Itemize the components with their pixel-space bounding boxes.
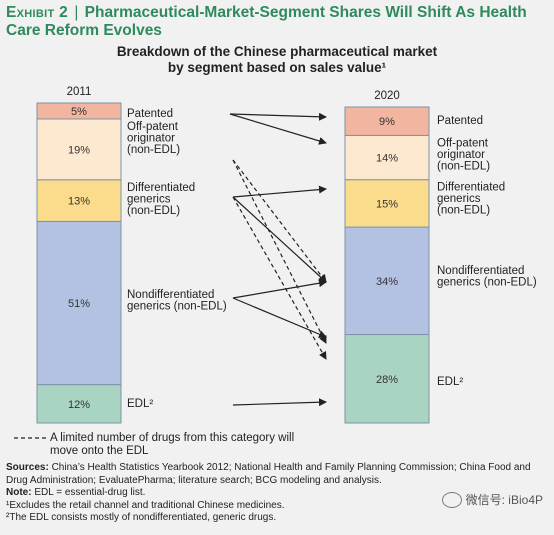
segment-label-2011-nondifferentiated-generics-non-edl: Nondifferentiated generics (non-EDL) bbox=[127, 289, 227, 313]
bar-segment-2020-off-patent-originator-non-edl bbox=[344, 134, 430, 181]
data-label-2020-differentiated-generics-non-edl: 15% bbox=[376, 198, 398, 210]
flow-arrow-differentiated-generics-non-edl-to-edl bbox=[232, 196, 327, 360]
bar-segment-2020-patented bbox=[344, 106, 430, 136]
data-label-2011-patented: 5% bbox=[71, 106, 87, 118]
footnote-2: ²The EDL consists mostly of nondifferent… bbox=[6, 512, 277, 524]
segment-label-2011-patented: Patented bbox=[127, 108, 173, 120]
segment-label-2020-nondifferentiated-generics-non-edl: Nondifferentiated generics (non-EDL) bbox=[437, 265, 537, 289]
note-line: Note: EDL = essential-drug list. bbox=[6, 487, 546, 500]
legend-note-text: A limited number of drugs from this cate… bbox=[50, 432, 295, 457]
segment-label-2020-off-patent-originator-non-edl: Off-patent originator (non-EDL) bbox=[437, 137, 490, 172]
flow-arrow-patented-to-patented bbox=[229, 112, 327, 121]
segment-label-2020-differentiated-generics-non-edl: Differentiated generics (non-EDL) bbox=[437, 182, 505, 217]
sources-line: Sources: China’s Health Statistics Yearb… bbox=[6, 462, 546, 487]
note-label: Note: bbox=[6, 487, 32, 499]
data-label-2020-edl: 28% bbox=[376, 374, 398, 386]
bar-segment-2020-differentiated-generics-non-edl bbox=[344, 179, 430, 228]
chart-title-line2: by segment based on sales value¹ bbox=[167, 60, 387, 75]
segment-label-2020-edl: EDL² bbox=[437, 376, 463, 388]
watermark-text: 微信号: iBio4P bbox=[465, 493, 543, 507]
flow-arrow-patented-to-off-patent-originator-non-edl bbox=[229, 113, 327, 145]
segment-label-2011-edl: EDL² bbox=[127, 398, 153, 410]
sources-label: Sources: bbox=[6, 462, 49, 473]
wechat-icon bbox=[441, 491, 462, 508]
flow-arrow-differentiated-generics-non-edl-to-nondifferentiated-generics-non-edl bbox=[232, 196, 327, 283]
data-label-2011-nondifferentiated-generics-non-edl: 51% bbox=[68, 298, 90, 310]
year-label-2011: 2011 bbox=[67, 86, 92, 98]
data-label-2011-differentiated-generics-non-edl: 13% bbox=[68, 196, 90, 208]
exhibit-title-text: Pharmaceutical-Market-Segment Shares Wil… bbox=[6, 4, 527, 39]
data-label-2011-off-patent-originator-non-edl: 19% bbox=[68, 144, 90, 156]
bar-segment-2011-nondifferentiated-generics-non-edl bbox=[36, 220, 122, 386]
note-text: EDL = essential-drug list. bbox=[31, 487, 146, 499]
data-label-2011-edl: 12% bbox=[68, 399, 90, 411]
exhibit-title: Exhibit 2 | Pharmaceutical-Market-Segmen… bbox=[6, 4, 546, 40]
bar-segment-2020-edl bbox=[344, 334, 430, 424]
chart-title-line1: Breakdown of the Chinese pharmaceutical … bbox=[116, 44, 438, 59]
data-label-2020-patented: 9% bbox=[379, 116, 395, 128]
exhibit-tag: Exhibit 2 bbox=[6, 4, 69, 21]
footer: Sources: China’s Health Statistics Yearb… bbox=[6, 462, 546, 525]
data-label-2020-nondifferentiated-generics-non-edl: 34% bbox=[376, 276, 398, 288]
watermark: 微信号: iBio4P bbox=[438, 490, 546, 509]
flow-arrow-nondifferentiated-generics-non-edl-to-edl bbox=[232, 297, 327, 338]
year-label-2020: 2020 bbox=[374, 90, 400, 102]
footnote-1: ¹Excludes the retail channel and traditi… bbox=[6, 499, 285, 511]
sources-text: China’s Health Statistics Yearbook 2012;… bbox=[6, 462, 531, 486]
segment-label-2011-differentiated-generics-non-edl: Differentiated generics (non-EDL) bbox=[127, 182, 195, 217]
segment-label-2011-off-patent-originator-non-edl: Off-patent originator (non-EDL) bbox=[127, 121, 180, 156]
bar-segment-2011-edl bbox=[36, 384, 122, 424]
segment-label-2020-patented: Patented bbox=[437, 115, 483, 127]
legend-note: A limited number of drugs from this cate… bbox=[50, 432, 310, 458]
data-label-2020-off-patent-originator-non-edl: 14% bbox=[376, 153, 398, 165]
flow-arrow-nondifferentiated-generics-non-edl-to-nondifferentiated-generics-non-edl bbox=[232, 279, 327, 299]
bar-segment-2011-patented bbox=[36, 102, 122, 120]
flow-arrow-edl-to-edl bbox=[232, 398, 327, 407]
title-separator: | bbox=[70, 4, 83, 21]
flow-arrow-off-patent-originator-non-edl-to-nondifferentiated-generics-non-edl bbox=[232, 159, 327, 283]
flow-arrow-off-patent-originator-non-edl-to-edl bbox=[232, 159, 327, 344]
bar-segment-2020-nondifferentiated-generics-non-edl bbox=[344, 226, 430, 336]
chart-title: Breakdown of the Chinese pharmaceutical … bbox=[0, 44, 554, 76]
flow-arrow-differentiated-generics-non-edl-to-differentiated-generics-non-edl bbox=[232, 185, 327, 198]
bar-segment-2011-off-patent-originator-non-edl bbox=[36, 118, 122, 181]
